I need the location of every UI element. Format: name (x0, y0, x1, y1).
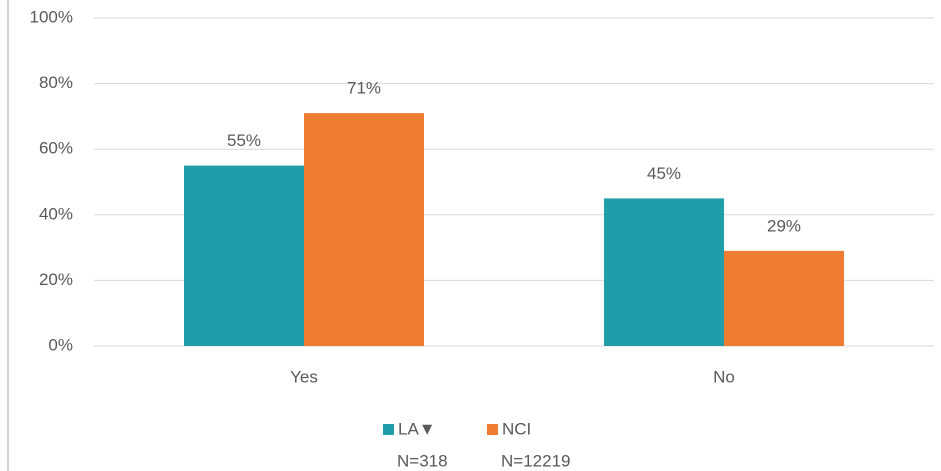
x-tick-label: Yes (290, 367, 318, 386)
y-tick-label: 20% (39, 270, 73, 289)
value-label: 55% (227, 131, 261, 150)
legend-swatch (487, 424, 498, 435)
legend-swatch (383, 424, 394, 435)
bar (604, 198, 724, 346)
bar (304, 113, 424, 347)
bar (724, 250, 844, 346)
legend-label: LA▼ (398, 419, 436, 438)
y-tick-label: 60% (39, 139, 73, 158)
y-tick-label: 0% (48, 335, 73, 354)
x-tick-label: No (713, 367, 735, 386)
legend-label: NCI (502, 419, 531, 438)
legend-n: N=318 (397, 451, 448, 470)
value-label: 71% (347, 79, 381, 98)
bar (184, 165, 304, 346)
y-tick-label: 40% (39, 204, 73, 223)
value-label: 45% (647, 164, 681, 183)
legend-n: N=12219 (501, 451, 570, 470)
value-label: 29% (767, 216, 801, 235)
y-tick-label: 80% (39, 73, 73, 92)
y-tick-label: 100% (30, 7, 73, 26)
